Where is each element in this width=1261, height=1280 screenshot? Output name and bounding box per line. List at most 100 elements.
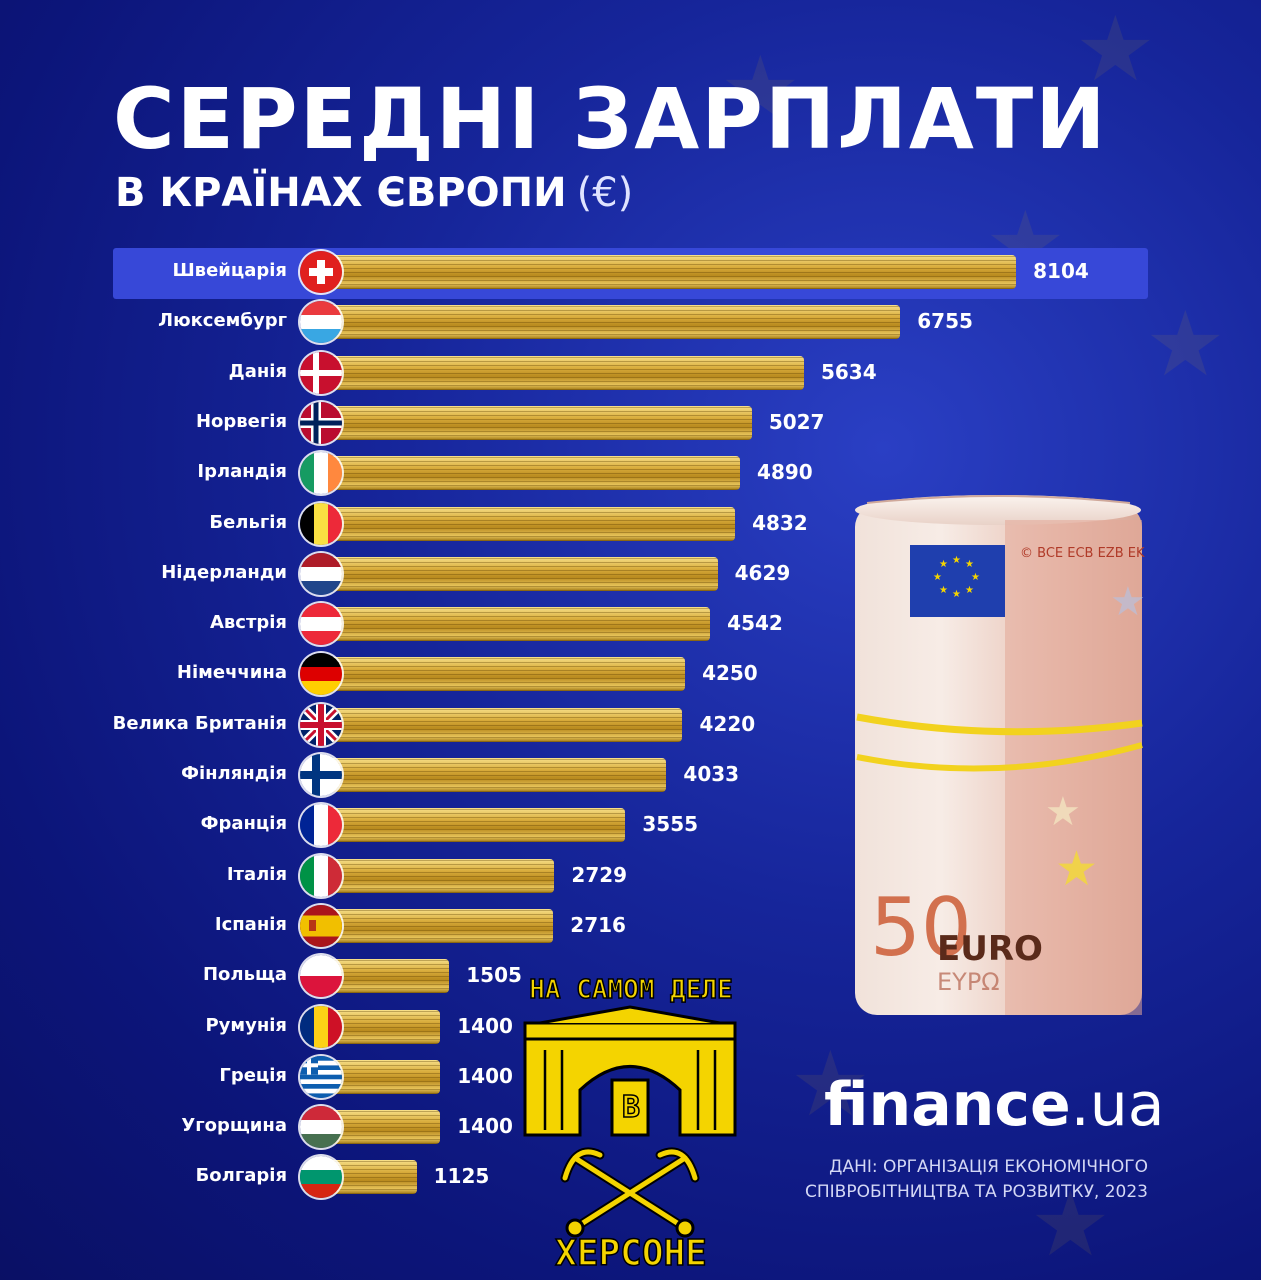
- banknote-serial: © BCE ECB EZB EK: [1020, 546, 1145, 561]
- category-label: Норвегія: [195, 410, 287, 432]
- value-label: 2729: [571, 862, 628, 887]
- bar: [320, 808, 626, 843]
- bar: [320, 305, 901, 340]
- banknote-value: 50: [870, 881, 972, 974]
- banknote-currency-alt: EYPΩ: [937, 968, 1000, 996]
- category-label: Фінляндія: [181, 763, 287, 784]
- flag-icon: [300, 1106, 342, 1149]
- value-label: 5634: [820, 359, 877, 384]
- value-label: 4250: [702, 661, 758, 686]
- category-label: Швейцарія: [172, 260, 287, 281]
- category-label: Греція: [219, 1064, 287, 1086]
- category-label: Данія: [228, 360, 287, 382]
- flag-icon: [300, 502, 342, 545]
- flag-icon: [300, 703, 342, 746]
- value-label: 6755: [917, 309, 973, 334]
- bar: [320, 607, 711, 642]
- category-label: Велика Британія: [112, 712, 287, 734]
- flag-icon: [300, 452, 342, 495]
- money-roll-illustration: ★ ★ ★ ★ ★ ★ ★ ★ © BCE ECB EZB EK 50 EURO EYPΩ…: [855, 495, 1145, 1015]
- brand-domain: .ua: [1070, 1070, 1165, 1140]
- value-label: 4542: [727, 611, 783, 636]
- value-label: 4220: [699, 711, 756, 736]
- category-label: Німеччина: [176, 662, 287, 684]
- svg-text:★: ★: [952, 589, 961, 600]
- flag-icon: [300, 904, 342, 947]
- svg-text:★: ★: [965, 585, 974, 596]
- flag-icon: [300, 854, 342, 897]
- data-source: ДАНІ: ОРГАНІЗАЦІЯ ЕКОНОМІЧНОГО СПІВРОБІТ…: [805, 1155, 1148, 1205]
- flag-icon: [300, 754, 342, 796]
- category-label: Франція: [200, 813, 287, 835]
- stamp-bottom-text: ХЕРСОНЕ: [554, 1232, 707, 1275]
- value-label: 1400: [457, 1063, 513, 1088]
- bar: [320, 758, 667, 792]
- svg-text:★: ★: [1055, 841, 1098, 897]
- flag-icon: [300, 251, 342, 293]
- flag-icon: [300, 955, 342, 998]
- category-label: Болгарія: [195, 1165, 287, 1187]
- flag-icon: [300, 401, 342, 444]
- flag-icon: [300, 351, 342, 394]
- flag-icon: [300, 1055, 342, 1098]
- star-decoration: ★: [1145, 292, 1226, 397]
- star-decoration: ★: [720, 37, 801, 142]
- value-label: 3555: [642, 812, 699, 837]
- value-label: 4890: [757, 460, 813, 485]
- value-label: 1505: [466, 963, 522, 988]
- star-decoration: ★: [1075, 0, 1156, 102]
- page-title: СЕРЕДНІ ЗАРПЛАТИ: [113, 70, 1108, 168]
- banknote-currency: EURO: [937, 929, 1043, 969]
- svg-text:★: ★: [952, 555, 961, 566]
- category-label: Бельгія: [209, 511, 287, 533]
- star-decoration: ★: [1030, 1172, 1111, 1277]
- bar: [320, 908, 554, 943]
- category-label: Польща: [202, 964, 287, 986]
- value-label: 4832: [752, 510, 808, 535]
- flag-icon: [300, 603, 342, 646]
- star-decoration: ★: [790, 1032, 871, 1137]
- svg-text:★: ★: [939, 585, 948, 596]
- brand-name: finance: [824, 1070, 1071, 1140]
- page-subtitle: В КРАЇНАХ ЄВРОПИ (€): [115, 170, 633, 216]
- subtitle-text: В КРАЇНАХ ЄВРОПИ: [115, 170, 567, 216]
- source-line-2: СПІВРОБІТНИЦТВА ТА РОЗВИТКУ, 2023: [804, 1182, 1148, 1202]
- bar: [320, 657, 686, 692]
- flag-icon: [300, 1005, 342, 1048]
- bar: [320, 405, 752, 440]
- category-label: Люксембург: [158, 310, 287, 332]
- value-label: 2716: [570, 912, 626, 937]
- flag-icon: [300, 1156, 342, 1199]
- category-label: Іспанія: [214, 913, 287, 935]
- currency-unit: (€): [576, 170, 634, 216]
- stamp-overlay: НА САМОМ ДЕЛЕ В ХЕРСОНЕ: [500, 974, 762, 1280]
- category-label: Угорщина: [181, 1115, 287, 1137]
- bar: [320, 506, 736, 541]
- arch-icon: [523, 1005, 737, 1137]
- bar: [320, 556, 718, 591]
- stamp-top-text: НА САМОМ ДЕЛЕ: [529, 974, 734, 1006]
- flag-icon: [300, 552, 342, 595]
- category-label: Румунія: [205, 1014, 287, 1036]
- category-label: Австрія: [209, 612, 287, 634]
- value-label: 8104: [1033, 259, 1089, 283]
- source-line-1: ДАНІ: ОРГАНІЗАЦІЯ ЕКОНОМІЧНОГО: [829, 1157, 1148, 1177]
- value-label: 4033: [683, 762, 740, 786]
- bar: [320, 858, 555, 893]
- bar: [320, 355, 804, 390]
- value-label: 1400: [457, 1114, 513, 1139]
- category-label: Італія: [226, 863, 287, 885]
- bar: [320, 456, 741, 491]
- flag-icon: [300, 301, 342, 344]
- category-label: Нідерланди: [161, 561, 287, 583]
- value-label: 5027: [768, 409, 825, 434]
- eu-flag-icon: [910, 545, 1005, 617]
- value-label: 1125: [433, 1164, 490, 1189]
- svg-text:★: ★: [971, 572, 980, 583]
- svg-text:★: ★: [1045, 789, 1081, 835]
- rubber-band: [856, 713, 1143, 736]
- bar: [320, 255, 1017, 289]
- category-label: Ірландія: [197, 461, 287, 483]
- svg-text:★: ★: [933, 572, 942, 583]
